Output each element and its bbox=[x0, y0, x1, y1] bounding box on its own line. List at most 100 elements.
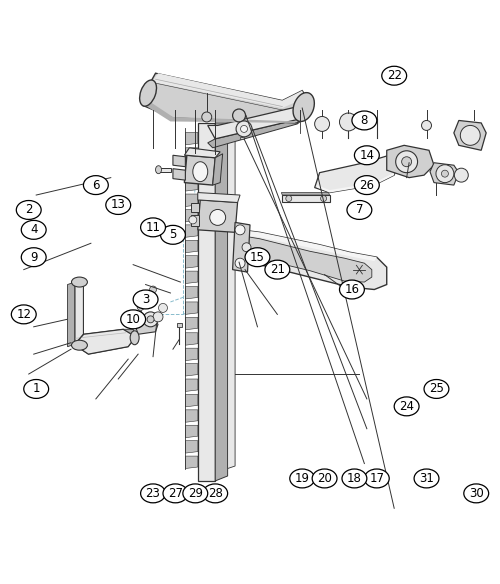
Text: 1: 1 bbox=[32, 383, 40, 395]
Polygon shape bbox=[186, 379, 198, 391]
Polygon shape bbox=[245, 237, 372, 282]
Polygon shape bbox=[238, 230, 386, 290]
Ellipse shape bbox=[106, 196, 130, 214]
Polygon shape bbox=[198, 200, 237, 232]
Polygon shape bbox=[186, 425, 198, 437]
Ellipse shape bbox=[16, 200, 41, 220]
Ellipse shape bbox=[24, 380, 48, 398]
Polygon shape bbox=[198, 193, 240, 203]
Ellipse shape bbox=[340, 280, 364, 299]
Circle shape bbox=[147, 316, 154, 323]
Ellipse shape bbox=[140, 218, 166, 237]
Circle shape bbox=[396, 151, 417, 173]
Circle shape bbox=[242, 243, 251, 252]
Polygon shape bbox=[156, 168, 172, 172]
Text: 12: 12 bbox=[16, 308, 32, 321]
Ellipse shape bbox=[394, 397, 419, 416]
Polygon shape bbox=[186, 194, 198, 207]
Polygon shape bbox=[186, 441, 198, 453]
Ellipse shape bbox=[183, 484, 208, 503]
Text: 27: 27 bbox=[168, 487, 183, 500]
Polygon shape bbox=[186, 210, 198, 222]
Text: 14: 14 bbox=[360, 149, 374, 162]
Circle shape bbox=[189, 216, 197, 224]
Polygon shape bbox=[454, 120, 486, 150]
Circle shape bbox=[143, 312, 158, 327]
Ellipse shape bbox=[140, 484, 166, 503]
Ellipse shape bbox=[12, 305, 36, 324]
Circle shape bbox=[143, 294, 150, 300]
Ellipse shape bbox=[265, 260, 290, 279]
Polygon shape bbox=[186, 348, 198, 360]
Ellipse shape bbox=[72, 277, 88, 287]
Ellipse shape bbox=[163, 484, 188, 503]
Circle shape bbox=[158, 304, 168, 312]
Polygon shape bbox=[228, 123, 235, 468]
Ellipse shape bbox=[133, 290, 158, 309]
Polygon shape bbox=[192, 215, 200, 227]
Polygon shape bbox=[317, 173, 394, 193]
Polygon shape bbox=[186, 225, 198, 237]
Text: 5: 5 bbox=[169, 228, 176, 241]
Ellipse shape bbox=[354, 176, 380, 194]
Circle shape bbox=[150, 286, 156, 293]
Polygon shape bbox=[74, 329, 136, 354]
Polygon shape bbox=[186, 364, 198, 376]
Polygon shape bbox=[215, 123, 228, 481]
Circle shape bbox=[320, 196, 326, 201]
Ellipse shape bbox=[22, 220, 46, 239]
Polygon shape bbox=[208, 106, 310, 139]
Ellipse shape bbox=[424, 380, 449, 398]
Circle shape bbox=[153, 312, 163, 322]
Ellipse shape bbox=[364, 469, 389, 488]
Circle shape bbox=[402, 157, 411, 166]
Ellipse shape bbox=[342, 469, 367, 488]
Polygon shape bbox=[186, 394, 198, 407]
Text: 3: 3 bbox=[142, 293, 150, 306]
Text: 8: 8 bbox=[360, 114, 368, 127]
Circle shape bbox=[240, 126, 248, 133]
Circle shape bbox=[340, 113, 357, 131]
Text: 4: 4 bbox=[30, 223, 38, 237]
Text: 13: 13 bbox=[111, 199, 126, 211]
Polygon shape bbox=[186, 410, 198, 422]
Polygon shape bbox=[208, 114, 310, 148]
Polygon shape bbox=[186, 148, 198, 160]
Text: 6: 6 bbox=[92, 179, 100, 192]
Polygon shape bbox=[282, 193, 330, 195]
Circle shape bbox=[236, 121, 252, 137]
Polygon shape bbox=[184, 155, 215, 185]
Text: 18: 18 bbox=[347, 472, 362, 485]
Polygon shape bbox=[282, 195, 330, 203]
Text: 23: 23 bbox=[146, 487, 160, 500]
Polygon shape bbox=[148, 73, 304, 108]
Ellipse shape bbox=[352, 111, 377, 130]
Ellipse shape bbox=[347, 200, 372, 220]
Ellipse shape bbox=[22, 248, 46, 267]
Circle shape bbox=[460, 126, 480, 145]
Circle shape bbox=[454, 168, 468, 182]
Polygon shape bbox=[198, 123, 215, 481]
Polygon shape bbox=[136, 319, 158, 334]
Polygon shape bbox=[186, 271, 198, 284]
Text: 2: 2 bbox=[25, 203, 32, 217]
Polygon shape bbox=[240, 137, 244, 139]
Circle shape bbox=[286, 196, 292, 201]
Circle shape bbox=[422, 120, 432, 130]
Circle shape bbox=[232, 109, 245, 122]
Text: 7: 7 bbox=[356, 203, 363, 217]
Polygon shape bbox=[173, 169, 186, 180]
Ellipse shape bbox=[160, 225, 186, 244]
Polygon shape bbox=[186, 317, 198, 330]
Polygon shape bbox=[212, 154, 222, 185]
Text: 29: 29 bbox=[188, 487, 203, 500]
Polygon shape bbox=[314, 155, 399, 193]
Polygon shape bbox=[186, 133, 198, 145]
Circle shape bbox=[235, 225, 245, 235]
Ellipse shape bbox=[203, 484, 228, 503]
Ellipse shape bbox=[354, 146, 380, 165]
Polygon shape bbox=[75, 280, 84, 344]
Text: 25: 25 bbox=[429, 383, 444, 395]
Ellipse shape bbox=[312, 469, 337, 488]
Polygon shape bbox=[184, 148, 220, 158]
